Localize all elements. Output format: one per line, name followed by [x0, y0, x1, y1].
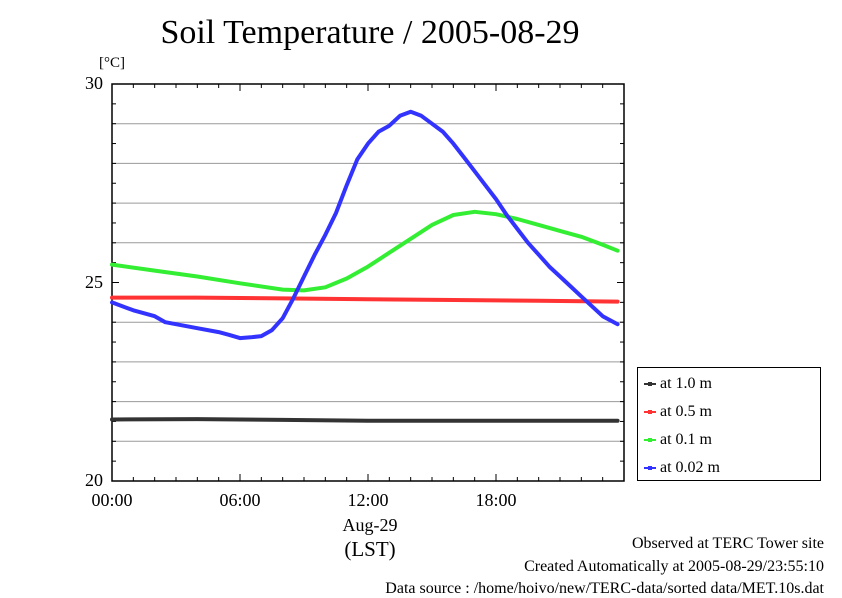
y-axis-unit: [°C] — [99, 55, 125, 71]
x-tick-label: 18:00 — [475, 490, 517, 510]
x-axis-date-label: Aug-29 — [342, 515, 398, 535]
legend-item: at 0.02 m — [644, 458, 720, 478]
legend-label: at 0.02 m — [660, 459, 720, 476]
legend-swatch — [644, 409, 656, 414]
x-tick-label: 06:00 — [219, 490, 261, 510]
legend-item: at 1.0 m — [644, 374, 712, 394]
legend-label: at 0.5 m — [660, 403, 712, 420]
legend-item: at 0.5 m — [644, 402, 712, 422]
y-tick-label: 30 — [85, 73, 103, 93]
footer-source: Data source : /home/hoivo/new/TERC-data/… — [385, 580, 824, 597]
series-line-2 — [110, 209, 620, 293]
legend-swatch — [644, 381, 656, 386]
series-line-1 — [110, 295, 620, 304]
series-line-3 — [110, 109, 620, 341]
legend-label: at 0.1 m — [660, 431, 712, 448]
x-axis-timezone-label: (LST) — [344, 537, 396, 561]
y-tick-label: 20 — [85, 470, 103, 490]
footer-created: Created Automatically at 2005-08-29/23:5… — [524, 558, 824, 575]
x-tick-label: 12:00 — [347, 490, 389, 510]
legend-label: at 1.0 m — [660, 375, 712, 392]
footer-site: Observed at TERC Tower site — [631, 535, 824, 552]
y-tick-label: 25 — [85, 271, 103, 292]
series-line-0 — [110, 417, 620, 423]
legend: at 1.0 m at 0.5 m at 0.1 m at 0.02 m — [637, 367, 821, 481]
legend-swatch — [644, 465, 656, 470]
x-tick-label: 00:00 — [91, 490, 133, 510]
legend-swatch — [644, 437, 656, 442]
legend-item: at 0.1 m — [644, 430, 712, 450]
chart-title: Soil Temperature / 2005-08-29 — [160, 14, 580, 51]
